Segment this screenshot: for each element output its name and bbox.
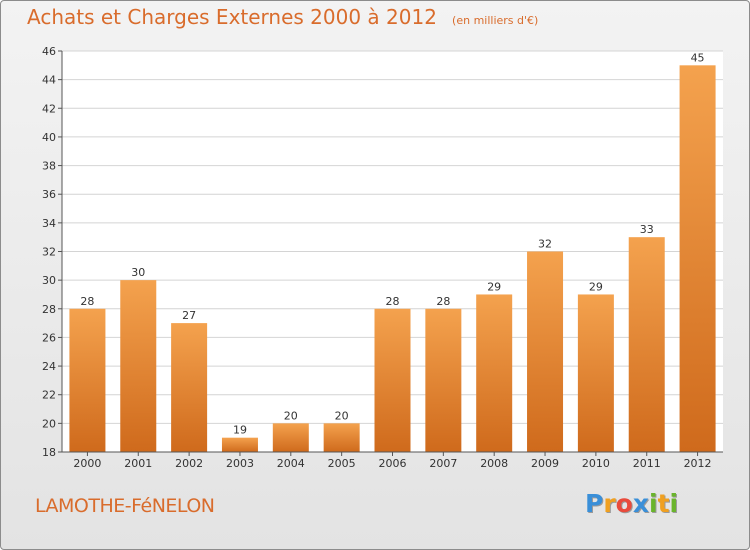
data-label: 19 xyxy=(233,424,247,437)
y-tick-label: 46 xyxy=(42,45,56,58)
x-tick-label: 2009 xyxy=(531,457,559,470)
logo-letter: P xyxy=(585,489,604,518)
y-tick-label: 22 xyxy=(42,389,56,402)
chart-subtitle: (en milliers d'€) xyxy=(452,14,539,27)
bar xyxy=(374,308,411,452)
x-tick-label: 2004 xyxy=(277,457,305,470)
bar xyxy=(425,308,462,452)
data-label: 28 xyxy=(436,295,450,308)
logo-letter: t xyxy=(657,489,670,518)
town-name: LAMOTHE-FéNELON xyxy=(35,495,215,517)
bar xyxy=(272,423,309,452)
y-tick-label: 24 xyxy=(42,360,56,373)
y-tick-label: 40 xyxy=(42,131,56,144)
bar xyxy=(527,251,564,452)
x-tick-label: 2006 xyxy=(379,457,407,470)
bar xyxy=(221,437,258,452)
data-label: 29 xyxy=(589,280,603,293)
x-tick-label: 2001 xyxy=(124,457,152,470)
bar xyxy=(628,237,665,452)
y-tick-label: 28 xyxy=(42,303,56,316)
logo-letter: r xyxy=(603,489,616,518)
chart-title-block: Achats et Charges Externes 2000 à 2012 (… xyxy=(27,5,538,29)
bar xyxy=(171,323,208,452)
data-label: 30 xyxy=(131,266,145,279)
x-tick-label: 2008 xyxy=(480,457,508,470)
data-label: 29 xyxy=(487,280,501,293)
x-tick-label: 2011 xyxy=(633,457,661,470)
x-tick-label: 2000 xyxy=(73,457,101,470)
x-tick-label: 2012 xyxy=(684,457,712,470)
bar xyxy=(476,294,513,452)
bar xyxy=(679,65,716,453)
x-tick-label: 2002 xyxy=(175,457,203,470)
y-tick-label: 34 xyxy=(42,217,56,230)
y-tick-label: 38 xyxy=(42,160,56,173)
y-tick-label: 32 xyxy=(42,246,56,259)
data-label: 27 xyxy=(182,309,196,322)
y-tick-label: 44 xyxy=(42,74,56,87)
bar xyxy=(69,308,106,452)
logo-letter: o xyxy=(615,489,633,518)
y-tick-label: 20 xyxy=(42,417,56,430)
proxiti-logo: Proxiti xyxy=(585,489,678,518)
data-label: 45 xyxy=(691,51,705,64)
bar xyxy=(323,423,360,452)
x-tick-label: 2010 xyxy=(582,457,610,470)
logo-letter: i xyxy=(669,489,679,518)
x-tick-label: 2003 xyxy=(226,457,254,470)
chart-title: Achats et Charges Externes 2000 à 2012 xyxy=(27,5,437,29)
x-tick-label: 2005 xyxy=(328,457,356,470)
logo-letter: i xyxy=(649,489,658,518)
logo-letter: x xyxy=(632,489,649,518)
y-tick-label: 36 xyxy=(42,188,56,201)
data-label: 28 xyxy=(80,295,94,308)
bar xyxy=(577,294,614,452)
y-tick-label: 18 xyxy=(42,446,56,459)
bar xyxy=(120,280,157,452)
x-tick-label: 2007 xyxy=(429,457,457,470)
data-label: 20 xyxy=(335,409,349,422)
data-label: 28 xyxy=(386,295,400,308)
y-tick-label: 42 xyxy=(42,102,56,115)
y-tick-label: 30 xyxy=(42,274,56,287)
data-label: 32 xyxy=(538,238,552,251)
data-label: 33 xyxy=(640,223,654,236)
data-label: 20 xyxy=(284,409,298,422)
y-tick-label: 26 xyxy=(42,331,56,344)
